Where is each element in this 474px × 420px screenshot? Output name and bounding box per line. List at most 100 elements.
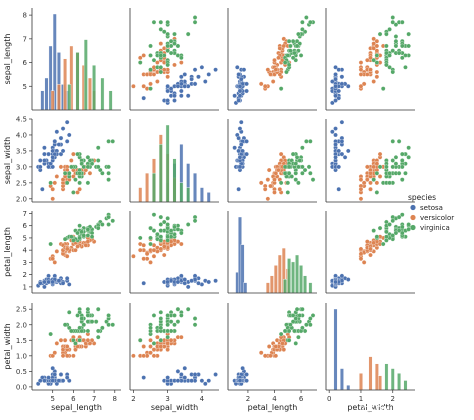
legend-entries: setosa versicolor virginica <box>410 204 454 232</box>
point-virginica <box>179 313 184 318</box>
point-versicolor <box>64 254 70 259</box>
point-setosa <box>179 88 184 94</box>
panel-grid: 5 6 7 8 2.0 2.5 3.0 3.5 4.0 4.5 1 2 3 4 5 6 7 0.0 0.5 1.0 1.… <box>16 8 415 403</box>
point-virginica <box>374 190 380 195</box>
point-versicolor <box>358 84 364 89</box>
point-virginica <box>393 155 399 160</box>
x-tick-label: 3 <box>165 395 169 403</box>
point-virginica <box>400 224 405 230</box>
point-setosa <box>38 378 43 383</box>
point-virginica <box>304 139 309 144</box>
point-virginica <box>304 322 309 327</box>
legend-marker-virginica <box>410 224 416 231</box>
point-virginica <box>285 180 291 186</box>
point-virginica <box>192 322 198 327</box>
point-versicolor <box>151 353 157 359</box>
hist-bar-versicolor <box>63 58 68 111</box>
hist-bar-versicolor <box>50 90 55 111</box>
point-setosa <box>185 93 191 99</box>
hist-bar-virginica <box>397 373 402 391</box>
point-virginica <box>380 241 386 247</box>
point-virginica <box>165 222 170 227</box>
point-versicolor <box>374 74 380 80</box>
point-virginica <box>400 158 405 163</box>
point-virginica <box>296 31 301 37</box>
point-virginica <box>151 228 157 233</box>
point-versicolor <box>141 344 146 349</box>
point-versicolor <box>141 84 146 89</box>
x-tick-label: 2 <box>391 395 395 403</box>
hist-bar-virginica <box>186 187 191 203</box>
point-setosa <box>60 148 66 154</box>
y-tick-label: 1 <box>23 283 27 291</box>
point-virginica <box>308 139 313 144</box>
point-versicolor <box>141 353 146 359</box>
legend: species setosa versicolor virginica <box>408 193 454 232</box>
point-setosa <box>213 67 218 72</box>
point-virginica <box>165 322 170 327</box>
point-virginica <box>380 86 386 91</box>
point-virginica <box>293 171 298 176</box>
point-setosa <box>182 84 188 89</box>
point-virginica <box>384 43 389 49</box>
point-setosa <box>345 277 351 282</box>
point-versicolor <box>151 254 157 259</box>
point-versicolor <box>172 62 177 68</box>
point-versicolor <box>73 347 78 352</box>
point-virginica <box>148 241 153 247</box>
point-virginica <box>286 328 292 334</box>
point-versicolor <box>365 177 370 182</box>
point-setosa <box>67 378 72 383</box>
point-virginica <box>106 214 111 220</box>
point-setosa <box>40 375 45 380</box>
point-virginica <box>79 161 84 166</box>
point-versicolor <box>262 353 268 359</box>
point-virginica <box>288 322 293 327</box>
panel-sepal_width-vs-sepal_width <box>129 119 219 203</box>
point-virginica <box>179 55 184 61</box>
point-setosa <box>330 100 335 106</box>
point-setosa <box>232 145 237 150</box>
panel-sepal_length-vs-sepal_length: 5 6 7 8 <box>23 8 121 111</box>
point-virginica <box>151 19 157 25</box>
point-setosa <box>168 86 174 91</box>
panel-sepal_width-vs-sepal_length: 2.0 2.5 3.0 3.5 4.0 4.5 <box>16 116 121 203</box>
x-axis-label-petal_width: petal_width <box>347 403 393 412</box>
point-virginica <box>300 27 305 32</box>
point-versicolor <box>276 55 281 61</box>
point-virginica <box>192 15 198 20</box>
hist-bar-versicolor <box>56 84 61 111</box>
point-virginica <box>400 43 405 49</box>
point-virginica <box>293 341 298 346</box>
y-tick-label: 2.0 <box>16 321 27 329</box>
point-setosa <box>330 79 335 84</box>
point-versicolor <box>144 251 150 257</box>
point-setosa <box>239 142 244 147</box>
point-versicolor <box>371 41 376 46</box>
point-virginica <box>158 310 164 315</box>
point-virginica <box>294 43 300 49</box>
point-versicolor <box>374 69 380 75</box>
point-setosa <box>244 151 249 157</box>
point-setosa <box>179 372 184 377</box>
point-versicolor <box>265 67 271 72</box>
point-versicolor <box>280 341 285 346</box>
hist-bar-virginica <box>165 124 170 203</box>
point-versicolor <box>148 344 153 349</box>
hist-bar-versicolor <box>374 363 379 391</box>
point-versicolor <box>368 246 373 252</box>
legend-title: species <box>408 193 436 202</box>
point-virginica <box>384 50 389 56</box>
hist-bar-virginica <box>390 368 395 391</box>
point-versicolor <box>141 243 146 248</box>
point-virginica <box>374 53 380 58</box>
point-virginica <box>148 53 153 58</box>
point-setosa <box>60 378 66 383</box>
point-setosa <box>189 76 194 82</box>
point-setosa <box>165 88 170 94</box>
legend-label-virginica: virginica <box>420 224 450 232</box>
point-virginica <box>148 225 153 231</box>
point-versicolor <box>374 48 380 53</box>
x-tick-label: 2 <box>131 395 135 403</box>
point-virginica <box>158 316 164 321</box>
